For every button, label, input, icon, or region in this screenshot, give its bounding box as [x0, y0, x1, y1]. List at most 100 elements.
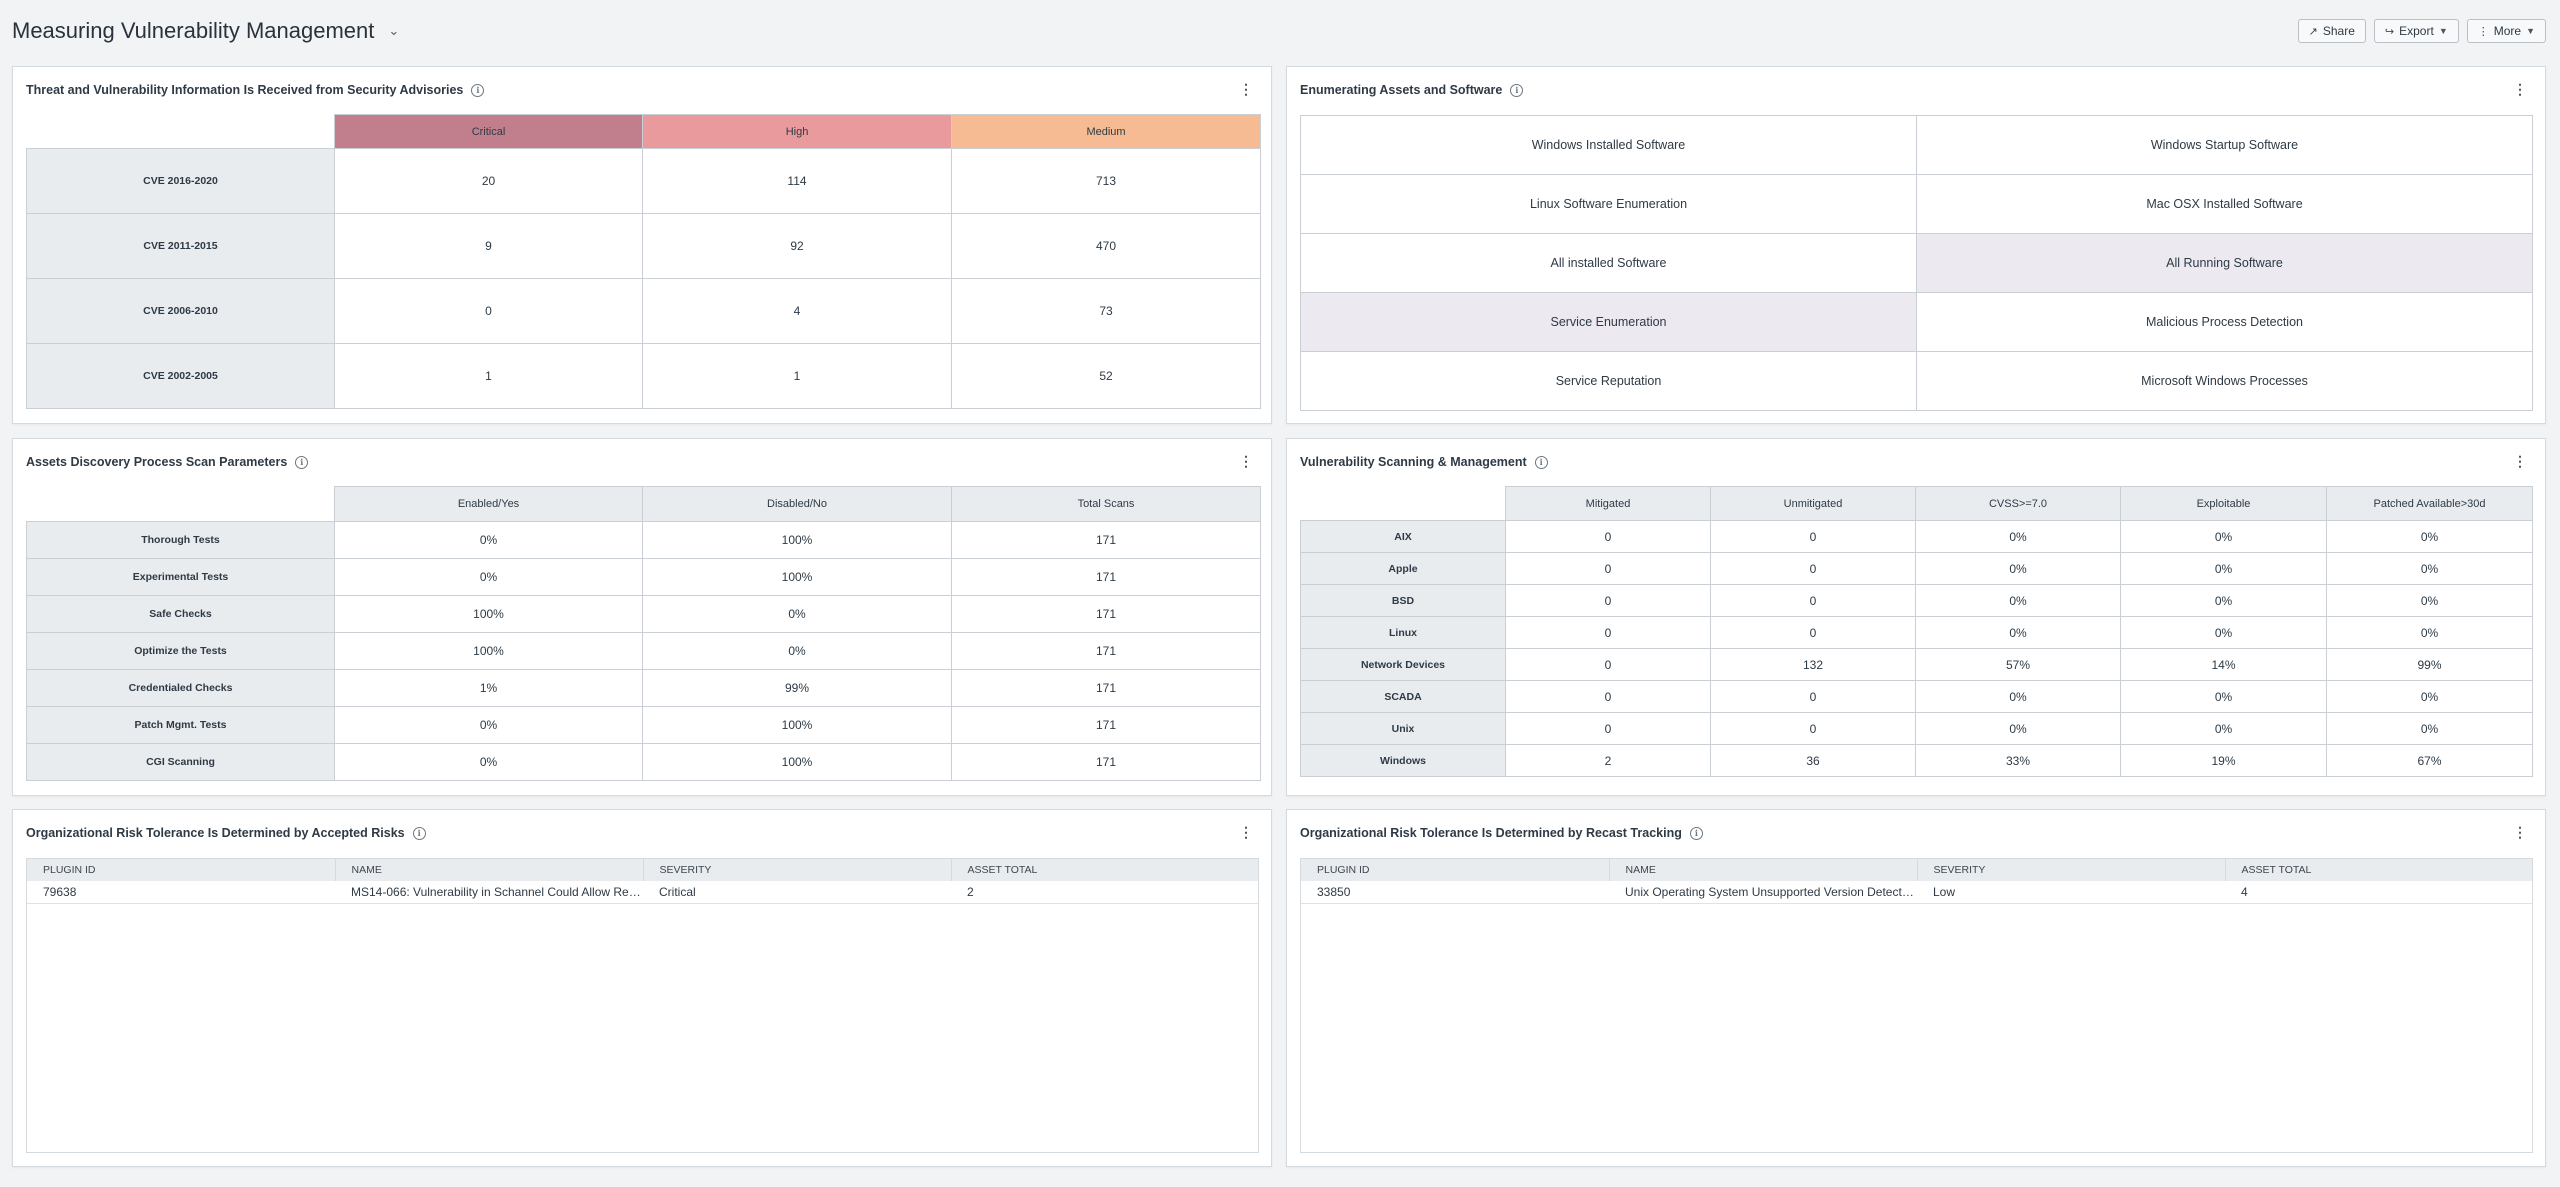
table-cell[interactable]: 100%	[334, 595, 643, 633]
column-header[interactable]: Patched Available>30d	[2326, 486, 2533, 521]
table-cell[interactable]: 0%	[2120, 712, 2327, 745]
table-cell[interactable]: 171	[951, 521, 1261, 559]
table-cell[interactable]: 100%	[642, 521, 952, 559]
panel-menu-icon[interactable]: ⋮	[1239, 824, 1253, 840]
share-button[interactable]: ↗ Share	[2297, 19, 2366, 43]
table-cell[interactable]: 92	[642, 213, 952, 279]
table-cell[interactable]: 0%	[2120, 552, 2327, 585]
table-cell[interactable]: 0	[1505, 520, 1711, 553]
table-cell[interactable]: 14%	[2120, 648, 2327, 681]
table-cell[interactable]: 0	[1710, 552, 1916, 585]
info-icon[interactable]: i	[412, 826, 426, 840]
table-cell[interactable]: 0%	[642, 595, 952, 633]
table-cell[interactable]: 0%	[2326, 616, 2533, 649]
column-header-name[interactable]: NAME	[1609, 859, 1918, 881]
table-cell[interactable]: 0%	[334, 558, 643, 596]
table-cell[interactable]: 0	[1505, 680, 1711, 713]
info-icon[interactable]: i	[295, 455, 309, 469]
enum-cell[interactable]: Service Reputation	[1300, 351, 1917, 411]
table-cell[interactable]: 0	[1505, 648, 1711, 681]
table-cell[interactable]: 171	[951, 632, 1261, 670]
column-header-name[interactable]: NAME	[335, 859, 644, 881]
panel-menu-icon[interactable]: ⋮	[1239, 453, 1253, 469]
table-cell[interactable]: 1	[334, 343, 643, 409]
table-cell[interactable]: 52	[951, 343, 1261, 409]
info-icon[interactable]: i	[1689, 826, 1703, 840]
table-cell[interactable]: 470	[951, 213, 1261, 279]
table-cell[interactable]: 0%	[2120, 616, 2327, 649]
table-cell[interactable]: 171	[951, 669, 1261, 707]
table-cell[interactable]: 0%	[2120, 584, 2327, 617]
enum-cell[interactable]: Linux Software Enumeration	[1300, 174, 1917, 234]
table-cell[interactable]: 100%	[642, 558, 952, 596]
asset-total[interactable]: 4	[2225, 881, 2532, 904]
table-cell[interactable]: 0	[1710, 616, 1916, 649]
table-cell[interactable]: 0	[334, 278, 643, 344]
table-cell[interactable]: 0%	[2120, 680, 2327, 713]
enum-cell[interactable]: Windows Installed Software	[1300, 115, 1917, 175]
table-cell[interactable]: 171	[951, 558, 1261, 596]
table-cell[interactable]: 2	[1505, 744, 1711, 777]
plugin-id[interactable]: 79638	[27, 881, 335, 904]
enum-cell[interactable]: Mac OSX Installed Software	[1916, 174, 2533, 234]
column-header-plugin-id[interactable]: PLUGIN ID	[1301, 859, 1610, 881]
table-cell[interactable]: 0	[1710, 520, 1916, 553]
column-header-high[interactable]: High	[642, 114, 952, 149]
table-cell[interactable]: 713	[951, 148, 1261, 214]
table-cell[interactable]: 0%	[1915, 616, 2121, 649]
table-cell[interactable]: 0%	[334, 743, 643, 781]
enum-cell[interactable]: All installed Software	[1300, 233, 1917, 293]
table-cell[interactable]: 0%	[2326, 680, 2533, 713]
table-cell[interactable]: 1%	[334, 669, 643, 707]
table-cell[interactable]: 0%	[1915, 712, 2121, 745]
panel-menu-icon[interactable]: ⋮	[2513, 824, 2527, 840]
column-header[interactable]: Exploitable	[2120, 486, 2327, 521]
table-cell[interactable]: 0	[1710, 680, 1916, 713]
column-header-plugin-id[interactable]: PLUGIN ID	[27, 859, 336, 881]
page-title[interactable]: Measuring Vulnerability Management ⌄	[12, 18, 399, 44]
table-cell[interactable]: 171	[951, 706, 1261, 744]
table-cell[interactable]: 0%	[2326, 712, 2533, 745]
table-cell[interactable]: 100%	[642, 706, 952, 744]
panel-menu-icon[interactable]: ⋮	[2513, 453, 2527, 469]
table-row[interactable]: 79638 MS14-066: Vulnerability in Schanne…	[27, 881, 1258, 904]
asset-total[interactable]: 2	[951, 881, 1258, 904]
column-header-medium[interactable]: Medium	[951, 114, 1261, 149]
table-cell[interactable]: 0	[1710, 584, 1916, 617]
chevron-down-icon[interactable]: ⌄	[388, 23, 400, 38]
export-button[interactable]: ↪ Export ▼	[2373, 19, 2459, 43]
table-cell[interactable]: 171	[951, 743, 1261, 781]
table-cell[interactable]: 99%	[2326, 648, 2533, 681]
column-header[interactable]: Unmitigated	[1710, 486, 1916, 521]
panel-menu-icon[interactable]: ⋮	[2513, 81, 2527, 97]
info-icon[interactable]: i	[1510, 83, 1524, 97]
table-cell[interactable]: 67%	[2326, 744, 2533, 777]
plugin-id[interactable]: 33850	[1301, 881, 1609, 904]
enum-cell[interactable]: All Running Software	[1916, 233, 2533, 293]
table-cell[interactable]: 0	[1505, 552, 1711, 585]
table-cell[interactable]: 132	[1710, 648, 1916, 681]
table-cell[interactable]: 57%	[1915, 648, 2121, 681]
table-cell[interactable]: 0%	[2326, 584, 2533, 617]
column-header-asset-total[interactable]: ASSET TOTAL	[2225, 859, 2532, 881]
table-cell[interactable]: 0%	[642, 632, 952, 670]
table-cell[interactable]: 114	[642, 148, 952, 214]
table-cell[interactable]: 100%	[642, 743, 952, 781]
info-icon[interactable]: i	[471, 83, 485, 97]
table-cell[interactable]: 100%	[334, 632, 643, 670]
table-cell[interactable]: 99%	[642, 669, 952, 707]
column-header[interactable]: Total Scans	[951, 486, 1261, 522]
table-cell[interactable]: 0	[1505, 616, 1711, 649]
table-cell[interactable]: 171	[951, 595, 1261, 633]
table-cell[interactable]: 0%	[1915, 680, 2121, 713]
enum-cell[interactable]: Service Enumeration	[1300, 292, 1917, 352]
table-cell[interactable]: 1	[642, 343, 952, 409]
column-header-asset-total[interactable]: ASSET TOTAL	[951, 859, 1258, 881]
table-cell[interactable]: 73	[951, 278, 1261, 344]
table-cell[interactable]: 0%	[2326, 520, 2533, 553]
enum-cell[interactable]: Malicious Process Detection	[1916, 292, 2533, 352]
column-header[interactable]: CVSS>=7.0	[1915, 486, 2121, 521]
table-cell[interactable]: 0%	[334, 521, 643, 559]
table-cell[interactable]: 0	[1505, 712, 1711, 745]
table-cell[interactable]: 0%	[1915, 552, 2121, 585]
